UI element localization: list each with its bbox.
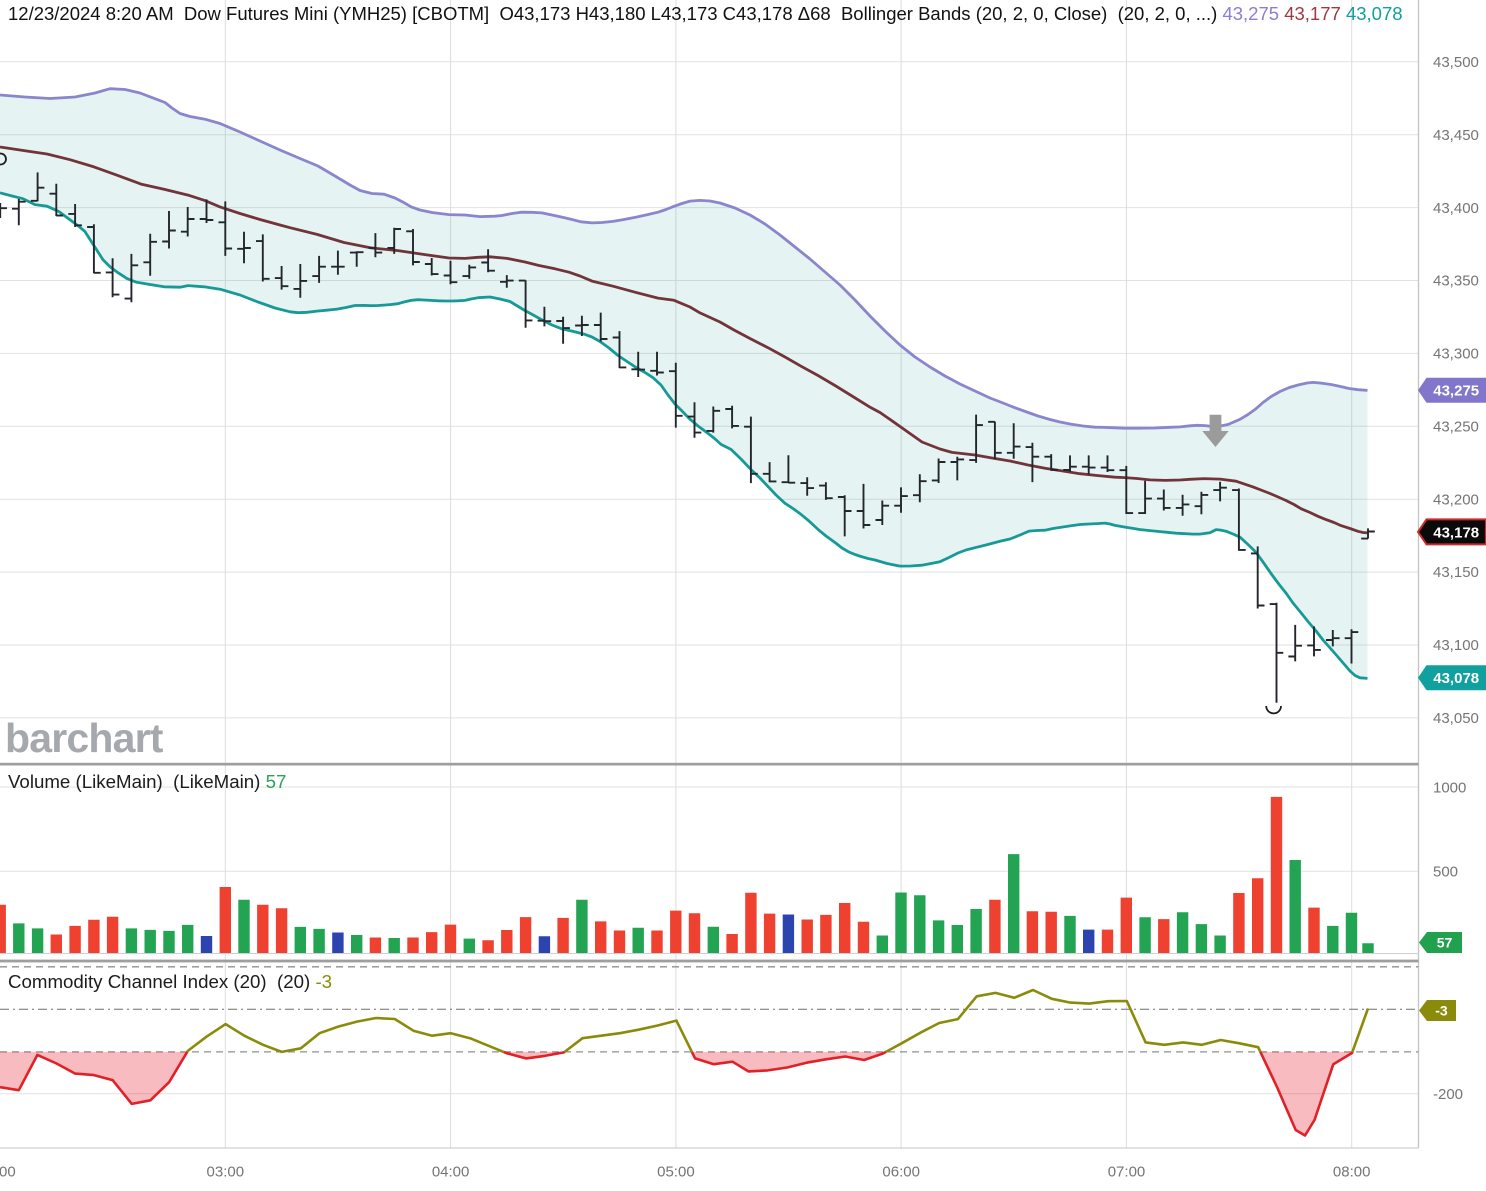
svg-text:07:00: 07:00 — [1108, 1164, 1146, 1181]
svg-text:Commodity Channel Index (20): Commodity Channel Index (20) (20) -3 — [8, 971, 332, 992]
svg-text:43,050: 43,050 — [1433, 710, 1479, 727]
svg-text:43,100: 43,100 — [1433, 637, 1479, 654]
svg-text:-200: -200 — [1433, 1086, 1463, 1103]
svg-text:08:00: 08:00 — [1333, 1164, 1371, 1181]
svg-text:43,300: 43,300 — [1433, 346, 1479, 363]
svg-text:43,078: 43,078 — [1433, 670, 1479, 687]
svg-text:43,350: 43,350 — [1433, 273, 1479, 290]
svg-text:43,200: 43,200 — [1433, 491, 1479, 508]
svg-text:03:00: 03:00 — [207, 1164, 245, 1181]
svg-text:-3: -3 — [1435, 1003, 1448, 1019]
svg-text:00: 00 — [0, 1164, 16, 1181]
svg-text:43,150: 43,150 — [1433, 564, 1479, 581]
svg-text:1000: 1000 — [1433, 779, 1466, 796]
svg-text:Volume (LikeMain) (LikeMain): Volume (LikeMain) (LikeMain) 57 — [8, 771, 286, 792]
svg-text:05:00: 05:00 — [657, 1164, 695, 1181]
svg-text:43,178: 43,178 — [1433, 524, 1479, 541]
svg-text:04:00: 04:00 — [432, 1164, 470, 1181]
svg-text:06:00: 06:00 — [882, 1164, 920, 1181]
svg-text:57: 57 — [1437, 935, 1453, 951]
svg-text:43,250: 43,250 — [1433, 419, 1479, 436]
svg-text:43,500: 43,500 — [1433, 54, 1479, 71]
svg-text:43,400: 43,400 — [1433, 200, 1479, 217]
svg-text:barchart: barchart — [5, 715, 164, 761]
svg-text:12/23/2024 8:20 AM Dow Future: 12/23/2024 8:20 AM Dow Futures Mini (YMH… — [8, 3, 1403, 24]
svg-text:500: 500 — [1433, 864, 1458, 881]
svg-text:43,450: 43,450 — [1433, 127, 1479, 144]
svg-text:43,275: 43,275 — [1433, 383, 1479, 400]
